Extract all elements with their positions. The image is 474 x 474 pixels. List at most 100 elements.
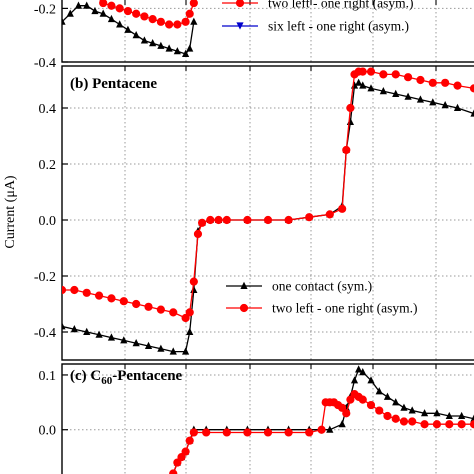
- data-point: [325, 210, 334, 219]
- legend-label: two left - one right (asym.): [268, 0, 413, 11]
- legend-marker: [236, 22, 244, 30]
- data-point: [342, 409, 351, 418]
- data-point: [182, 49, 190, 57]
- data-point: [470, 109, 474, 117]
- data-point: [366, 67, 376, 76]
- data-point: [157, 344, 165, 352]
- data-point: [181, 447, 190, 456]
- y-tick-label: 0.1: [39, 369, 57, 384]
- data-point: [346, 117, 354, 125]
- data-point: [284, 428, 293, 437]
- data-point: [243, 428, 252, 437]
- data-point: [94, 291, 104, 300]
- data-point: [189, 0, 198, 8]
- series-group: [62, 67, 474, 355]
- data-point: [392, 89, 400, 97]
- data-point: [156, 17, 165, 26]
- legend-marker: [235, 0, 245, 8]
- data-point: [367, 376, 375, 384]
- data-point: [82, 288, 91, 297]
- data-point: [169, 469, 178, 474]
- data-point: [173, 458, 182, 467]
- data-point: [189, 277, 198, 286]
- panel-title-c: (c) C60-Pentacene: [70, 368, 183, 387]
- data-point: [107, 294, 116, 303]
- data-point: [185, 436, 194, 445]
- data-point: [186, 327, 194, 335]
- data-point: [62, 322, 66, 330]
- y-tick-label: -0.2: [34, 270, 56, 285]
- panel-a: -0.2 -0.4 two left - one right (asym.) six …: [34, 0, 474, 71]
- data-point: [263, 428, 273, 437]
- y-axis-label: Current (μA): [3, 175, 18, 249]
- data-point: [470, 414, 474, 422]
- data-point: [346, 103, 355, 113]
- data-point: [305, 213, 314, 222]
- data-point: [375, 387, 383, 395]
- data-point: [420, 409, 429, 417]
- data-point: [116, 20, 124, 28]
- data-point: [149, 39, 157, 47]
- data-point: [355, 365, 363, 373]
- data-point: [441, 101, 449, 109]
- data-point: [107, 14, 116, 23]
- data-point: [358, 67, 367, 76]
- data-point: [177, 452, 186, 462]
- data-point: [140, 12, 149, 21]
- data-point: [156, 305, 165, 314]
- y-tick-label: -0.4: [34, 56, 56, 71]
- data-point: [458, 411, 466, 420]
- data-point: [83, 327, 91, 335]
- data-point: [305, 428, 314, 437]
- data-point: [120, 336, 128, 344]
- data-point: [132, 31, 140, 39]
- data-point: [157, 41, 165, 49]
- data-point: [403, 73, 413, 82]
- data-point: [359, 81, 367, 89]
- series-line: [62, 70, 474, 319]
- data-point: [338, 204, 347, 213]
- data-point: [115, 4, 124, 13]
- data-point: [148, 15, 157, 24]
- data-point: [416, 75, 425, 85]
- data-point: [263, 215, 273, 225]
- data-point: [367, 84, 375, 92]
- data-point: [420, 420, 429, 429]
- data-point: [469, 84, 474, 93]
- y-tick-label: 0.4: [39, 102, 57, 117]
- data-point: [144, 302, 153, 311]
- data-point: [186, 44, 194, 52]
- data-point: [453, 81, 462, 90]
- series-group: [62, 0, 198, 57]
- series-group: [169, 365, 474, 474]
- legend-label: six left - one right (asym.): [268, 19, 409, 34]
- panel-frame: [61, 65, 474, 361]
- data-point: [469, 420, 474, 429]
- data-point: [144, 341, 153, 349]
- data-point: [70, 285, 79, 295]
- data-point: [284, 215, 293, 225]
- data-point: [346, 395, 355, 404]
- data-point: [428, 78, 437, 87]
- data-point: [379, 87, 387, 95]
- data-point: [173, 20, 182, 29]
- data-point: [107, 333, 116, 341]
- data-point: [375, 406, 384, 415]
- panel-title-b: (b) Pentacene: [70, 76, 157, 92]
- data-point: [66, 9, 74, 17]
- data-point: [181, 17, 190, 26]
- y-tick-label: 0.0: [39, 214, 57, 229]
- data-point: [317, 425, 326, 434]
- series-line: [172, 368, 474, 474]
- data-point: [359, 368, 367, 376]
- y-tick-label: 0.2: [39, 158, 57, 173]
- data-point: [132, 299, 141, 309]
- data-point: [169, 347, 177, 355]
- data-point: [169, 308, 178, 317]
- data-point: [445, 411, 453, 420]
- legend-label: one contact (sym.): [272, 279, 372, 294]
- data-point: [132, 9, 141, 18]
- data-point: [190, 17, 198, 25]
- data-point: [95, 330, 103, 338]
